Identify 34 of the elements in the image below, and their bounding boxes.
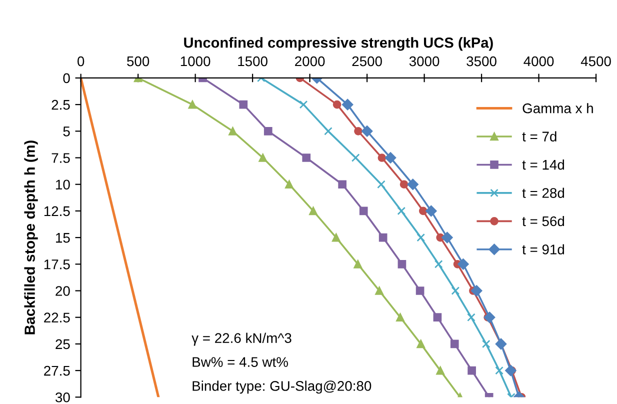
y-tick-label: 0: [63, 73, 70, 84]
annotation: γ = 22.6 kN/m^3: [192, 332, 292, 346]
y-tick-label: 17.5: [44, 260, 70, 270]
y-tick-label: 7.5: [52, 153, 70, 163]
x-tick-label: 3500: [466, 56, 496, 66]
x-tick-label: 4500: [580, 56, 611, 66]
legend-label: Gamma x h: [522, 103, 593, 114]
y-tick-label: 5: [63, 126, 70, 136]
legend-label: t = 28d: [522, 188, 564, 198]
y-tick-label: 22.5: [44, 312, 70, 323]
x-tick-label: 1500: [238, 56, 268, 66]
x-tick-label: 3000: [409, 56, 440, 66]
x-tick-label: 2500: [352, 56, 382, 66]
x-axis-title: Unconfined compressive strength UCS (kPa): [184, 37, 493, 51]
x-tick-label: 0: [78, 56, 84, 66]
x-tick-label: 500: [127, 56, 150, 66]
legend-label: t = 91d: [522, 244, 564, 254]
annotation: Bw% = 4.5 wt%: [192, 357, 288, 367]
legend-label: t = 56d: [522, 216, 564, 226]
y-tick-label: 30: [55, 392, 70, 402]
y-tick-label: 15: [56, 233, 70, 243]
y-tick-label: 20: [56, 286, 70, 296]
x-tick-label: 1000: [180, 56, 210, 66]
annotation: Binder type: GU-Slag@20:80: [192, 380, 372, 394]
y-tick-label: 27.5: [44, 366, 70, 376]
y-tick-label: 2.5: [52, 100, 70, 110]
y-tick-label: 10: [56, 180, 70, 190]
y-axis-title: Backfilled stope depth h (m): [24, 140, 38, 334]
y-tick-label: 12.5: [44, 206, 70, 216]
legend-label: t = 7d: [522, 131, 556, 142]
x-tick-label: 2000: [295, 56, 325, 66]
legend-label: t = 14d: [522, 160, 564, 170]
y-tick-label: 25: [56, 339, 70, 350]
x-tick-label: 4000: [524, 56, 554, 66]
